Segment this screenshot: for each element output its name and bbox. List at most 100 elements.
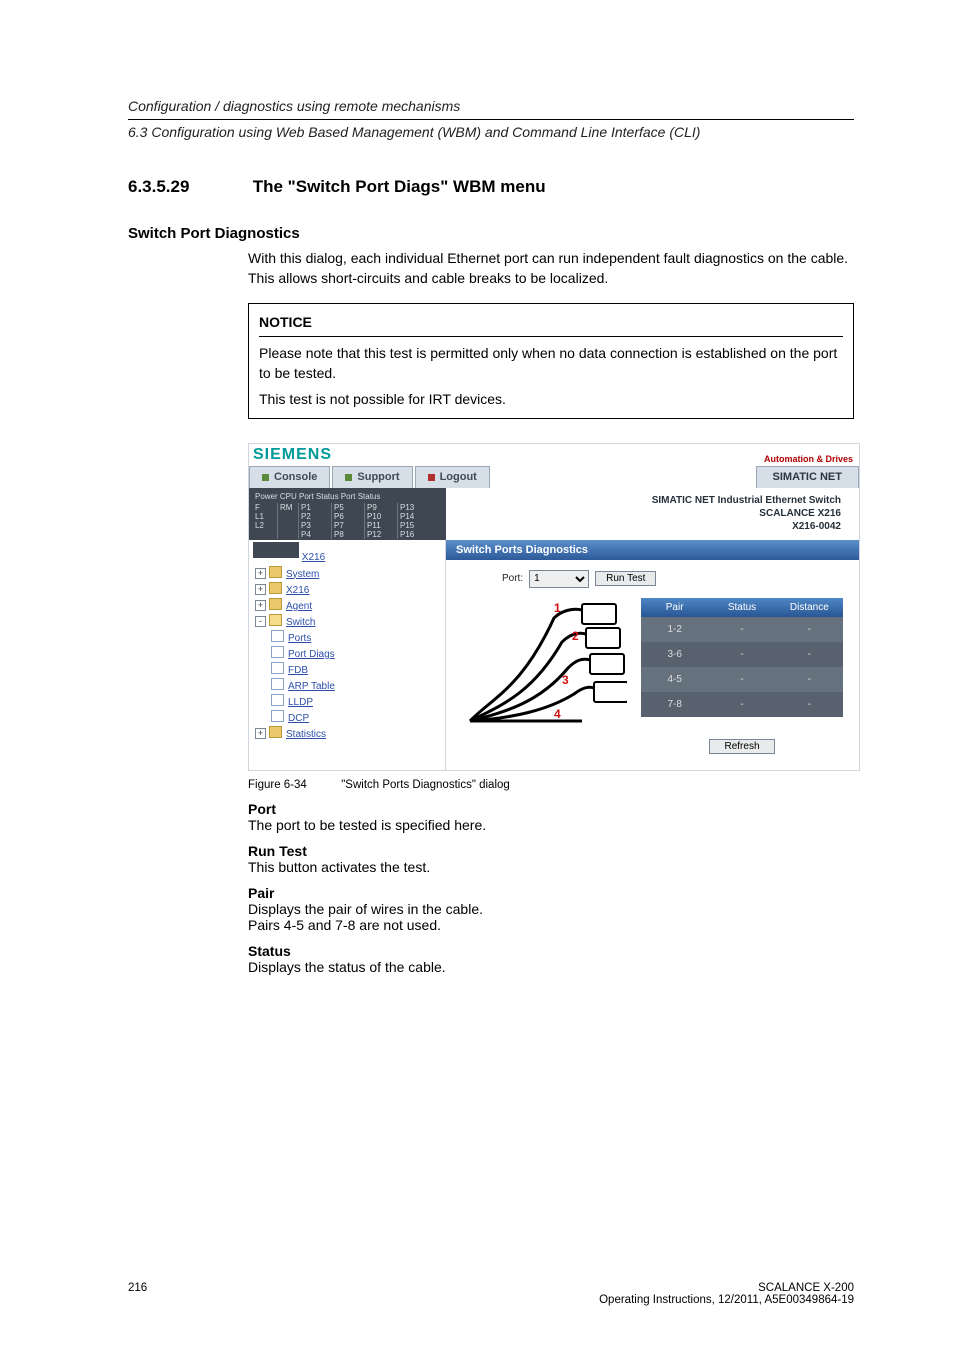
term-run-title: Run Test bbox=[248, 843, 854, 859]
running-head-line1: Configuration / diagnostics using remote… bbox=[128, 96, 854, 120]
device-icon bbox=[253, 542, 299, 558]
nav-item-system[interactable]: +System bbox=[253, 565, 445, 581]
product-line3: X216-0042 bbox=[452, 520, 841, 533]
term-port: Port The port to be tested is specified … bbox=[248, 801, 854, 833]
footer-right-1: SCALANCE X-200 bbox=[599, 1282, 854, 1294]
col-status: Status bbox=[708, 598, 775, 617]
tab-logout-label: Logout bbox=[440, 471, 477, 483]
table-row: 1-2 - - bbox=[641, 617, 843, 642]
nav-statistics-label: Statistics bbox=[286, 729, 326, 740]
nav-arp-label: ARP Table bbox=[288, 681, 335, 692]
table-row: 3-6 - - bbox=[641, 642, 843, 667]
annot-1: 1 bbox=[554, 601, 561, 615]
term-pair: Pair Displays the pair of wires in the c… bbox=[248, 885, 854, 933]
nav-x216-label: X216 bbox=[286, 585, 309, 596]
nav-dcp-label: DCP bbox=[288, 713, 309, 724]
wbm-nav: X216 +System +X216 +Agent -Switch Ports … bbox=[249, 540, 446, 770]
tab-console[interactable]: Console bbox=[249, 466, 330, 488]
term-run-desc: This button activates the test. bbox=[248, 859, 854, 875]
figure-text: "Switch Ports Diagnostics" dialog bbox=[341, 779, 510, 791]
nav-lldp-label: LLDP bbox=[288, 697, 313, 708]
tab-logout[interactable]: Logout bbox=[415, 466, 490, 488]
notice-title: NOTICE bbox=[259, 312, 843, 337]
nav-fdb-label: FDB bbox=[288, 665, 308, 676]
footer-right-2: Operating Instructions, 12/2011, A5E0034… bbox=[599, 1294, 854, 1306]
nav-item-fdb[interactable]: FDB bbox=[253, 661, 445, 677]
term-pair-title: Pair bbox=[248, 885, 854, 901]
wbm-header-led-panel: Power CPU Port Status Port Status FL1L2 … bbox=[249, 488, 446, 540]
cable-svg: 1 2 3 4 bbox=[462, 598, 627, 723]
simatic-net-label: SIMATIC NET bbox=[756, 466, 859, 488]
annot-2: 2 bbox=[572, 629, 579, 643]
cell-pair: 4-5 bbox=[641, 667, 708, 692]
wbm-header-right: SIMATIC NET Industrial Ethernet Switch S… bbox=[446, 488, 859, 540]
nav-item-lldp[interactable]: LLDP bbox=[253, 693, 445, 709]
intro-paragraph: With this dialog, each individual Ethern… bbox=[248, 248, 854, 289]
diag-area: 1 2 3 4 Pair Status Distance bbox=[446, 598, 859, 770]
running-head-line2: 6.3 Configuration using Web Based Manage… bbox=[128, 122, 854, 143]
col-pair: Pair bbox=[641, 598, 708, 617]
wbm-main-controls: Port: 1 Run Test bbox=[446, 560, 859, 598]
cell-status: - bbox=[708, 692, 775, 717]
nav-root[interactable]: X216 bbox=[302, 552, 325, 563]
figure-label: Figure 6-34 bbox=[248, 779, 338, 791]
nav-item-arp[interactable]: ARP Table bbox=[253, 677, 445, 693]
notice-line1: Please note that this test is permitted … bbox=[259, 343, 843, 384]
term-status-title: Status bbox=[248, 943, 854, 959]
annot-4: 4 bbox=[554, 707, 561, 721]
cell-distance: - bbox=[776, 667, 843, 692]
cell-distance: - bbox=[776, 692, 843, 717]
cell-status: - bbox=[708, 667, 775, 692]
tab-console-label: Console bbox=[274, 471, 317, 483]
section-title: The "Switch Port Diags" WBM menu bbox=[253, 177, 546, 196]
term-status: Status Displays the status of the cable. bbox=[248, 943, 854, 975]
wbm-main-title: Switch Ports Diagnostics bbox=[446, 540, 859, 560]
nav-agent-label: Agent bbox=[286, 601, 312, 612]
nav-portdiags-label: Port Diags bbox=[288, 649, 335, 660]
cell-status: - bbox=[708, 642, 775, 667]
running-head: Configuration / diagnostics using remote… bbox=[128, 96, 854, 143]
nav-system-label: System bbox=[286, 569, 319, 580]
wbm-body: X216 +System +X216 +Agent -Switch Ports … bbox=[249, 540, 859, 770]
wbm-main: Switch Ports Diagnostics Port: 1 Run Tes… bbox=[446, 540, 859, 770]
product-line1: SIMATIC NET Industrial Ethernet Switch bbox=[452, 494, 841, 507]
nav-item-port-diags[interactable]: Port Diags bbox=[253, 645, 445, 661]
wbm-header: Power CPU Port Status Port Status FL1L2 … bbox=[249, 488, 859, 540]
term-run: Run Test This button activates the test. bbox=[248, 843, 854, 875]
term-pair-desc: Displays the pair of wires in the cable.… bbox=[248, 901, 854, 933]
table-row: 4-5 - - bbox=[641, 667, 843, 692]
nav-item-agent[interactable]: +Agent bbox=[253, 597, 445, 613]
term-port-desc: The port to be tested is specified here. bbox=[248, 817, 854, 833]
cell-distance: - bbox=[776, 642, 843, 667]
page-number: 216 bbox=[128, 1282, 147, 1306]
nav-item-switch[interactable]: -Switch bbox=[253, 613, 445, 629]
nav-item-x216[interactable]: +X216 bbox=[253, 581, 445, 597]
square-icon bbox=[428, 474, 435, 481]
cell-pair: 1-2 bbox=[641, 617, 708, 642]
port-select[interactable]: 1 bbox=[529, 570, 589, 588]
wbm-screenshot: SIEMENS Automation & Drives Console Supp… bbox=[248, 443, 860, 771]
nav-item-statistics[interactable]: +Statistics bbox=[253, 725, 445, 741]
table-row: 7-8 - - bbox=[641, 692, 843, 717]
nav-item-ports[interactable]: Ports bbox=[253, 629, 445, 645]
wbm-tabs: Console Support Logout SIMATIC NET bbox=[249, 466, 859, 488]
col-distance: Distance bbox=[776, 598, 843, 617]
term-port-title: Port bbox=[248, 801, 854, 817]
page-footer: 216 SCALANCE X-200 Operating Instruction… bbox=[128, 1282, 854, 1306]
cell-status: - bbox=[708, 617, 775, 642]
cell-pair: 7-8 bbox=[641, 692, 708, 717]
automation-drives-label: Automation & Drives bbox=[764, 454, 853, 464]
nav-item-dcp[interactable]: DCP bbox=[253, 709, 445, 725]
tab-support[interactable]: Support bbox=[332, 466, 412, 488]
refresh-button[interactable]: Refresh bbox=[709, 739, 774, 754]
subheading: Switch Port Diagnostics bbox=[128, 225, 854, 242]
led-legend: Power CPU Port Status Port Status bbox=[255, 492, 440, 501]
nav-switch-label: Switch bbox=[286, 617, 315, 628]
run-test-button[interactable]: Run Test bbox=[595, 571, 656, 586]
wbm-topbar: SIEMENS Automation & Drives bbox=[249, 444, 859, 466]
refresh-area: Refresh bbox=[641, 717, 843, 760]
nav-ports-label: Ports bbox=[288, 633, 311, 644]
diag-table: Pair Status Distance 1-2 - - 3-6 - - bbox=[641, 598, 843, 760]
tab-support-label: Support bbox=[357, 471, 399, 483]
cell-distance: - bbox=[776, 617, 843, 642]
